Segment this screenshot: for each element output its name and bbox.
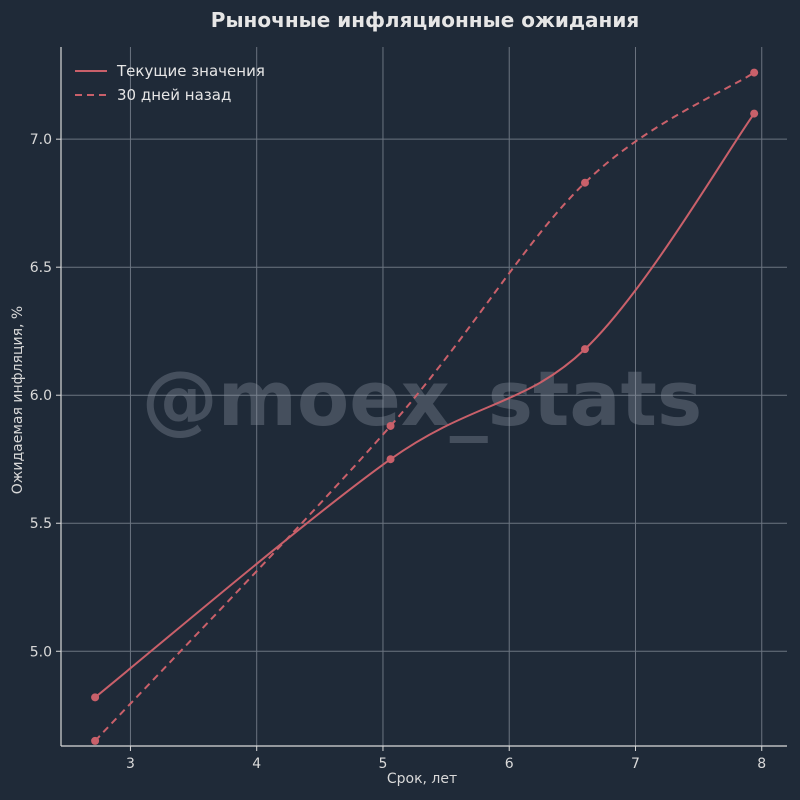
data-point-previous <box>386 421 395 430</box>
data-point-previous <box>580 178 589 187</box>
data-point-current <box>580 345 589 354</box>
grid <box>61 47 787 746</box>
x-tick-label: 5 <box>379 756 388 772</box>
y-tick-label: 6.5 <box>30 260 52 276</box>
data-point-current <box>750 109 759 118</box>
series-line-previous <box>94 71 755 742</box>
tick-labels: 3 4 5 6 7 8 5.0 5.5 6.0 6.5 7.0 <box>30 132 766 772</box>
series-line-current <box>94 112 755 699</box>
x-tick-label: 6 <box>505 756 514 772</box>
y-tick-label: 7.0 <box>30 132 52 148</box>
y-tick-label: 6.0 <box>30 388 52 404</box>
x-tick-label: 7 <box>631 756 640 772</box>
x-axis-label: Срок, лет <box>387 771 457 787</box>
y-tick-label: 5.5 <box>30 516 52 532</box>
x-tick-label: 4 <box>252 756 261 772</box>
legend-label-previous: 30 дней назад <box>117 86 231 104</box>
legend: Текущие значения 30 дней назад <box>75 62 265 104</box>
data-point-current <box>386 455 395 464</box>
data-point-previous <box>750 68 759 77</box>
legend-label-current: Текущие значения <box>116 62 265 80</box>
x-tick-label: 3 <box>126 756 135 772</box>
watermark: @moex_stats <box>142 354 702 443</box>
y-axis-label: Ожидаемая инфляция, % <box>10 306 26 494</box>
y-tick-label: 5.0 <box>30 644 52 660</box>
x-tick-label: 8 <box>757 756 766 772</box>
series-layer <box>91 68 759 745</box>
data-point-previous <box>91 736 100 745</box>
axes <box>56 47 787 751</box>
data-point-current <box>91 693 100 702</box>
chart-title: Рыночные инфляционные ожидания <box>211 8 639 32</box>
